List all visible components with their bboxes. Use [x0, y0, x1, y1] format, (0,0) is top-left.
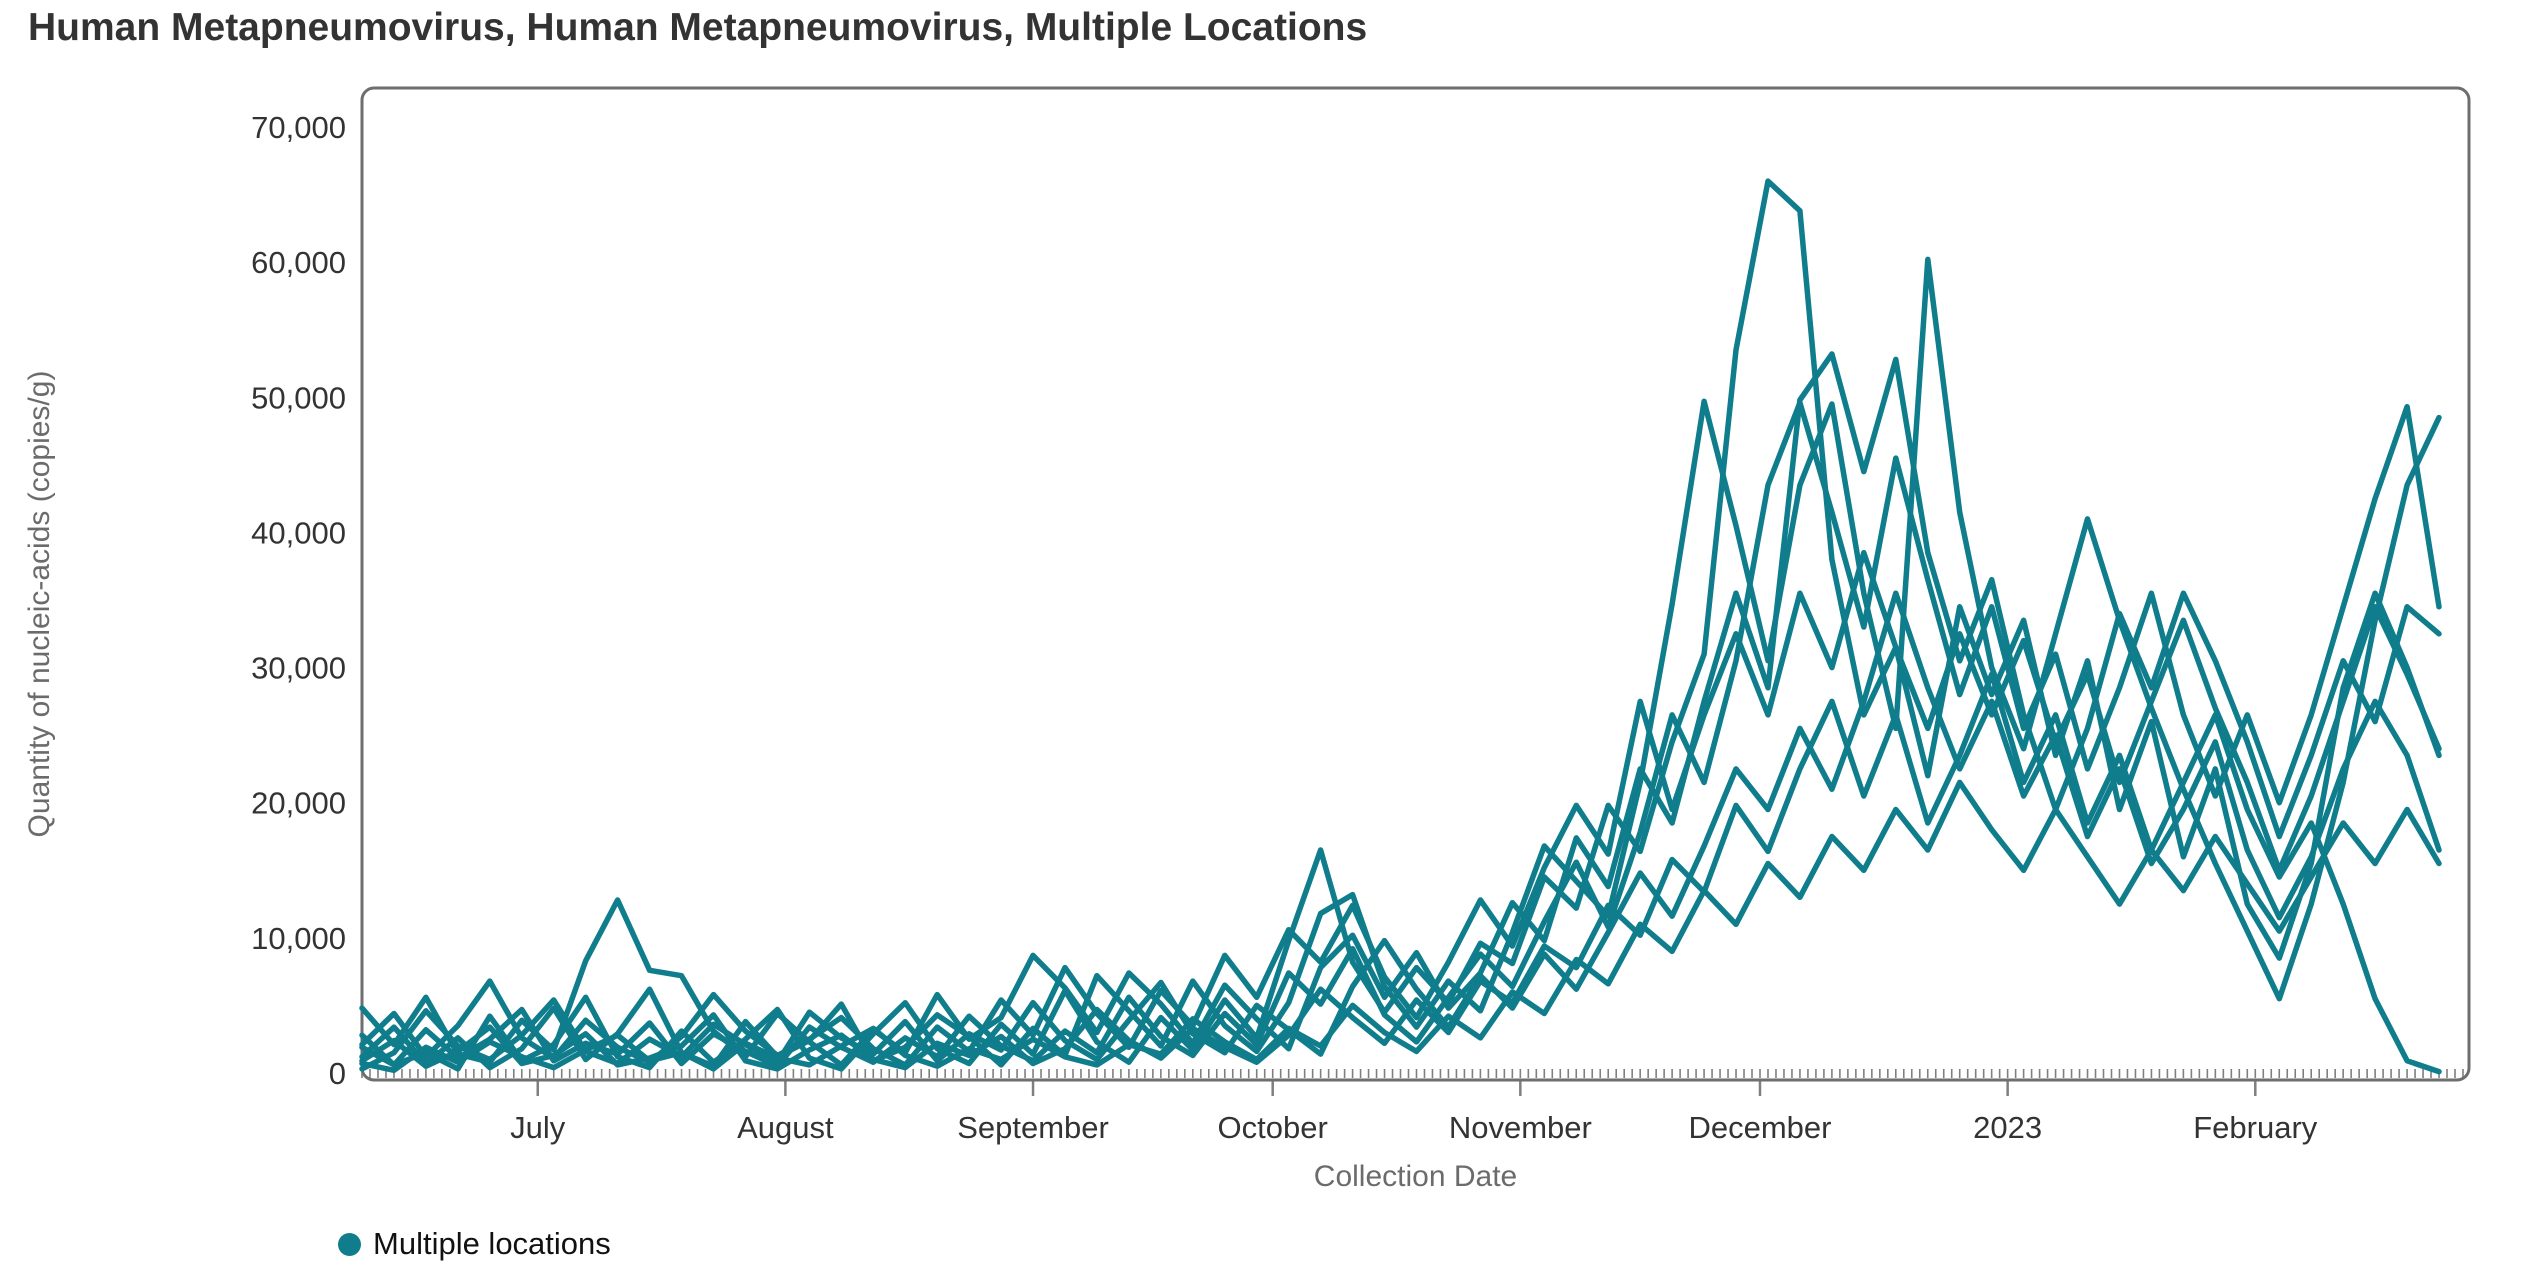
series-line-7[interactable] — [359, 549, 2442, 1068]
series-line-1[interactable] — [359, 178, 2442, 1072]
series-line-3[interactable] — [359, 351, 2442, 1068]
legend-marker-icon — [338, 1232, 361, 1256]
y-tick-label: 0 — [329, 1056, 346, 1091]
y-tick-label: 50,000 — [251, 380, 346, 415]
y-tick-label: 60,000 — [251, 245, 346, 280]
x-tick-label: October — [1218, 1110, 1328, 1145]
legend-item[interactable]: Multiple locations — [338, 1226, 611, 1262]
x-tick-label: August — [737, 1110, 834, 1145]
series-line-5[interactable] — [359, 399, 2442, 1069]
x-axis-title: Collection Date — [1313, 1160, 1518, 1193]
y-tick-label: 30,000 — [251, 651, 346, 686]
legend: Multiple locations — [338, 1226, 611, 1262]
series-line-4[interactable] — [359, 671, 2442, 1075]
x-tick-label: 2023 — [1973, 1110, 2042, 1145]
x-tick-label: December — [1688, 1110, 1831, 1145]
y-tick-label: 20,000 — [251, 786, 346, 821]
x-tick-label: November — [1449, 1110, 1592, 1145]
x-tick-label: February — [2193, 1110, 2318, 1145]
plot-border — [360, 86, 2471, 1082]
chart-title: Human Metapneumovirus, Human Metapneumov… — [28, 6, 1368, 49]
series-line-6[interactable] — [359, 590, 2442, 1072]
x-tick-label: September — [957, 1110, 1109, 1145]
y-tick-label: 10,000 — [251, 921, 346, 956]
legend-item-label: Multiple locations — [373, 1226, 611, 1261]
y-tick-label: 40,000 — [251, 515, 346, 550]
y-tick-label: 70,000 — [251, 110, 346, 145]
series-line-8[interactable] — [359, 779, 2442, 1074]
x-tick-label: July — [510, 1110, 566, 1145]
